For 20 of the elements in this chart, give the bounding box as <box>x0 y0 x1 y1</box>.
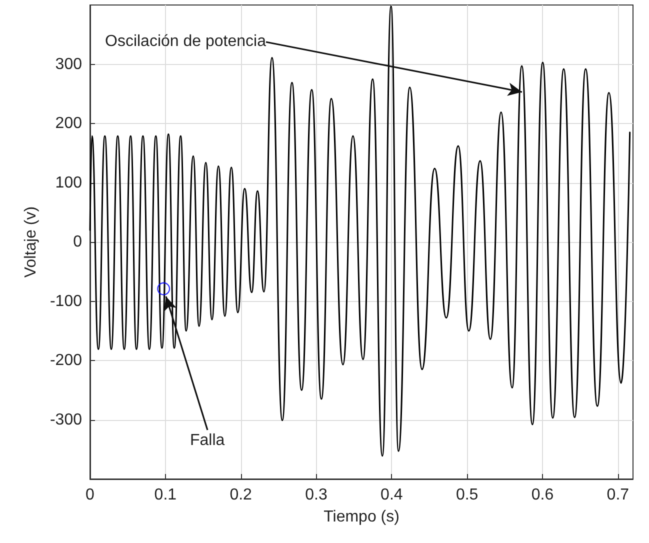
y-tick-label: -300 <box>50 411 82 428</box>
x-tick-label: 0 <box>86 486 95 504</box>
annotation: Oscilación de potencia <box>105 33 266 51</box>
x-tick-label: 0.7 <box>606 486 630 504</box>
x-tick-label: 0.2 <box>230 486 252 504</box>
x-tick-label: 0.3 <box>305 486 328 504</box>
y-tick-label: 300 <box>55 56 82 73</box>
y-tick-label: 100 <box>55 174 82 192</box>
y-tick-label: 200 <box>55 115 82 132</box>
y-axis-title: Voltaje (v) <box>22 206 40 278</box>
x-tick-label: 0.1 <box>154 486 177 504</box>
annotation: Falla <box>190 432 225 450</box>
x-tick-label: 0.5 <box>456 486 478 504</box>
x-tick-label: 0.4 <box>380 486 403 504</box>
y-tick-label: -200 <box>50 352 82 369</box>
x-axis-title: Tiempo (s) <box>324 508 400 526</box>
y-tick-label: -100 <box>50 292 82 310</box>
line-series <box>89 5 631 457</box>
y-tick-label: 0 <box>73 234 82 250</box>
x-tick-label: 0.6 <box>531 486 554 504</box>
